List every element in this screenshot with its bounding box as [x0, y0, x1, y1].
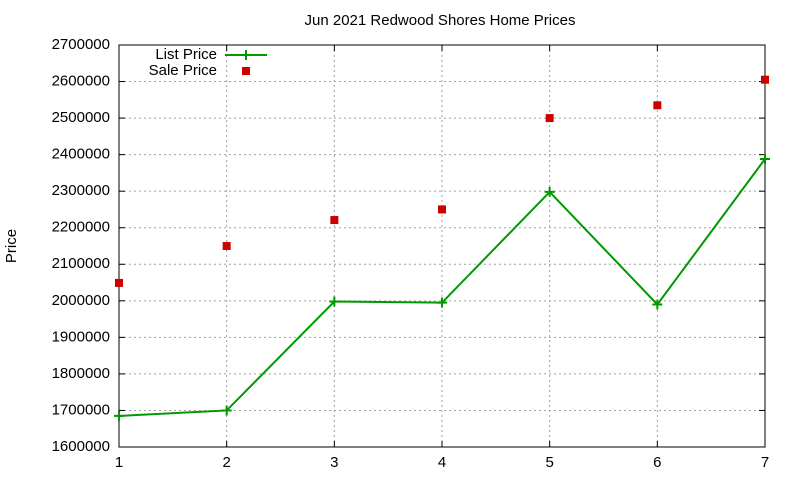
x-tick-label: 7	[761, 454, 769, 471]
data-point	[114, 410, 124, 421]
x-tick-label: 5	[545, 454, 553, 471]
data-point	[653, 101, 662, 110]
y-tick-label: 2200000	[52, 219, 110, 236]
y-tick-label: 2400000	[52, 146, 110, 163]
y-tick-label: 1800000	[52, 365, 110, 382]
x-tick-label: 1	[115, 454, 123, 471]
x-tick-label: 4	[438, 454, 446, 471]
legend-marker	[241, 50, 251, 60]
data-point	[438, 205, 446, 214]
y-tick-label: 1600000	[52, 438, 110, 455]
y-tick-label: 1900000	[52, 328, 110, 345]
chart-title: Jun 2021 Redwood Shores Home Prices	[305, 12, 576, 29]
data-point	[222, 242, 231, 250]
y-tick-label: 1700000	[52, 401, 110, 418]
data-point	[761, 75, 769, 84]
data-point	[329, 296, 340, 307]
legend-label: List Price	[155, 46, 217, 63]
data-point	[221, 405, 232, 416]
y-tick-label: 2600000	[52, 73, 110, 90]
series-line	[118, 158, 766, 417]
plot-border	[118, 44, 766, 448]
x-tick-label: 3	[330, 454, 338, 471]
y-axis-label: Price	[3, 229, 20, 263]
y-tick-label: 2700000	[52, 36, 110, 53]
data-point	[545, 114, 554, 123]
data-point	[760, 154, 770, 165]
legend-marker	[242, 67, 250, 75]
legend-label: Sale Price	[149, 62, 217, 79]
data-point	[652, 299, 663, 310]
y-tick-label: 2000000	[52, 292, 110, 309]
data-point	[437, 297, 447, 308]
y-tick-label: 2300000	[52, 182, 110, 199]
x-tick-label: 6	[653, 454, 661, 471]
x-tick-label: 2	[222, 454, 230, 471]
y-tick-label: 2100000	[52, 255, 110, 272]
y-tick-label: 2500000	[52, 109, 110, 126]
data-point	[115, 278, 123, 287]
data-point	[544, 186, 555, 197]
data-point	[330, 216, 339, 225]
